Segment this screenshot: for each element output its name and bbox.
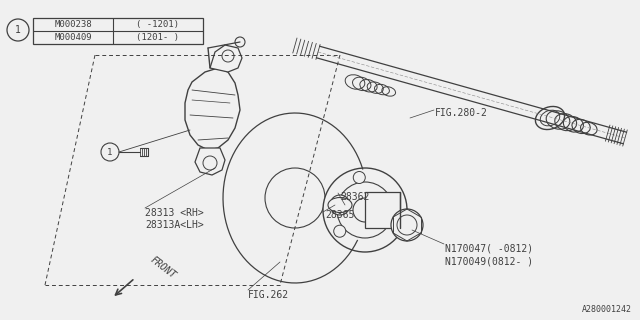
Text: 28313 <RH>: 28313 <RH> [145,208,204,218]
Ellipse shape [328,197,352,212]
Circle shape [391,209,423,241]
Text: 28365: 28365 [325,210,355,220]
Text: FRONT: FRONT [148,255,177,281]
Bar [33,18,203,44]
Text: ( -1201): ( -1201) [136,20,179,29]
Text: N170047( -0812): N170047( -0812) [445,243,533,253]
Circle shape [333,225,346,237]
Text: 28313A<LH>: 28313A<LH> [145,220,204,230]
Polygon shape [195,148,225,175]
Polygon shape [210,45,242,72]
Text: M000409: M000409 [54,33,92,42]
Text: (1201- ): (1201- ) [136,33,179,42]
Polygon shape [185,68,240,150]
Circle shape [353,198,377,222]
Bar [365,192,400,228]
Text: FIG.280-2: FIG.280-2 [435,108,488,118]
Text: M000238: M000238 [54,20,92,29]
Circle shape [235,37,245,47]
Circle shape [222,50,234,62]
Text: 1: 1 [15,25,21,35]
Circle shape [330,195,350,215]
Circle shape [265,168,325,228]
Circle shape [390,215,402,227]
Text: FIG.262: FIG.262 [248,290,289,300]
Text: 28362: 28362 [340,192,369,202]
Text: A280001242: A280001242 [582,305,632,314]
Circle shape [323,168,407,252]
Text: 1: 1 [108,148,113,156]
Circle shape [337,182,393,238]
Text: N170049(0812- ): N170049(0812- ) [445,256,533,266]
Circle shape [203,156,217,170]
Circle shape [353,172,365,183]
